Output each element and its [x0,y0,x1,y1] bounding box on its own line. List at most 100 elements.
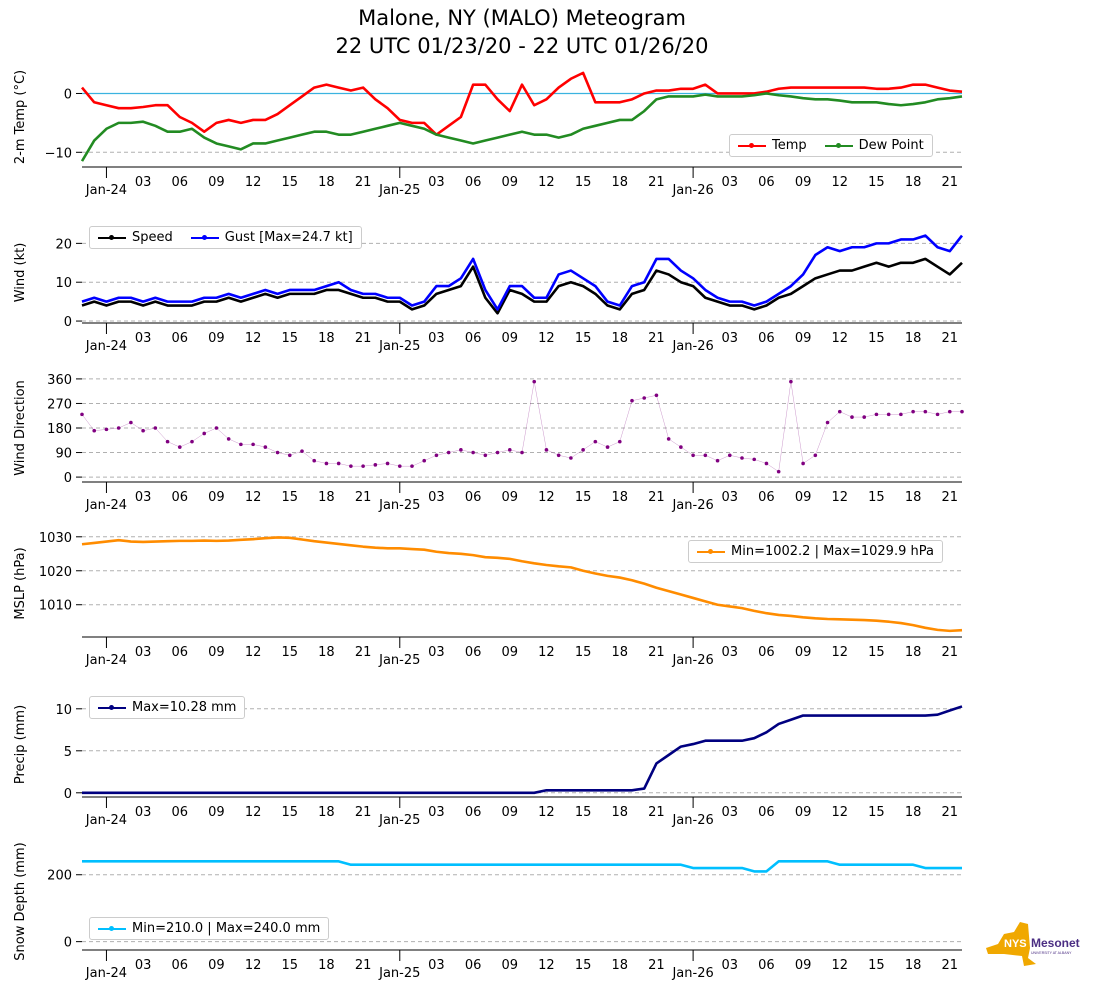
x-tick-label: 09 [208,645,225,660]
panel-0: 0 −10 2-m Temp (°C) Jan-24 03 06 09 12 15 18 21 Jan… [13,70,963,198]
legend-swatch-temp [738,142,766,148]
x-tick-label: 21 [942,175,959,190]
y-axis-label: 2-m Temp (°C) [13,70,28,164]
x-tick-label: 06 [465,490,482,505]
data-point [666,437,671,441]
data-point [569,456,573,460]
x-tick-label: 21 [648,805,665,820]
data-point [104,427,109,432]
data-point [899,412,903,417]
x-tick-label: 21 [942,958,959,973]
x-tick-label: 18 [905,645,922,660]
panel-4: 0 5 10 Precip (mm) Jan-24 03 06 09 12 15 18 21 Jan-2… [13,703,963,828]
data-point [715,458,720,463]
series-line-0 [81,257,963,315]
x-tick-label: 06 [758,958,775,973]
x-tick-label: 21 [648,331,665,346]
legend-label-mslp: Min=1002.2 | Max=1029.9 hPa [731,544,934,559]
x-tick-label: 21 [648,175,665,190]
legend-swatch-precip [98,704,126,710]
x-tick-label: 03 [428,958,445,973]
x-tick-label: 03 [135,490,152,505]
x-tick-label: 03 [428,331,445,346]
x-tick-label: Jan-24 [85,183,127,198]
legend-swatch-gust [190,234,219,240]
x-tick-label: 09 [208,958,225,973]
legend-temp: Temp Dew Point [729,134,933,157]
x-tick-label: 15 [868,175,885,190]
x-tick-label: 12 [832,645,849,660]
x-tick-label: Jan-24 [85,966,127,981]
y-tick-label: 90 [55,447,72,462]
x-tick-label: 18 [318,331,335,346]
x-tick-label: 09 [795,175,812,190]
x-tick-label: 21 [648,645,665,660]
data-point [923,409,928,414]
legend-label-gust: Gust [Max=24.7 kt] [224,230,353,245]
data-point [287,453,292,458]
legend-label-speed: Speed [132,230,173,245]
y-tick-label: 1010 [39,599,72,614]
x-tick-label: 18 [318,805,335,820]
x-tick-label: 12 [538,175,555,190]
data-point [190,439,194,444]
x-tick-label: 12 [538,645,555,660]
data-point [911,409,915,414]
data-point [459,448,463,452]
data-point [251,442,255,447]
x-tick-label: Jan-26 [671,339,713,354]
x-tick-label: 03 [722,805,739,820]
data-point [361,464,365,468]
x-tick-label: 15 [282,805,299,820]
y-tick-label: 10 [55,276,72,291]
legend-swatch-snow [98,925,126,931]
x-tick-label: 18 [318,958,335,973]
x-tick-label: 12 [832,175,849,190]
data-point [495,450,500,455]
x-tick-label: 09 [208,331,225,346]
x-tick-label: 15 [282,645,299,660]
data-point [214,426,219,430]
data-point [764,461,769,466]
x-tick-label: 12 [538,331,555,346]
data-point [92,428,97,433]
chart-title: Malone, NY (MALO) Meteogram [358,6,686,30]
data-point [654,393,659,398]
x-tick-label: 09 [502,331,519,346]
x-tick-label: 03 [135,958,152,973]
x-tick-label: 15 [282,490,299,505]
x-tick-label: Jan-24 [85,339,127,354]
x-tick-label: 18 [612,645,629,660]
x-tick-label: 06 [465,175,482,190]
y-tick-label: 1020 [39,565,72,580]
x-tick-label: 18 [612,490,629,505]
x-tick-label: 12 [245,490,262,505]
y-tick-label: 10 [55,703,72,718]
series-line-0 [81,71,963,136]
data-point [886,412,891,417]
panel-5: 0 200 Snow Depth (mm) Jan-24 03 06 09 12 15 18 21 J… [13,842,962,981]
x-tick-label: 21 [648,958,665,973]
series-line [81,381,962,472]
x-tick-label: 15 [282,958,299,973]
data-point [960,409,964,414]
x-tick-label: 21 [942,490,959,505]
panel-3: 1010 1020 1030 MSLP (hPa) Jan-24 03 06 09 12 15 18… [13,531,963,668]
x-tick-label: 06 [758,490,775,505]
x-tick-label: 06 [465,645,482,660]
y-tick-label: 1030 [39,531,72,546]
data-point [801,461,805,466]
data-point [581,448,585,452]
data-point [385,461,390,466]
svg-text:Mesonet: Mesonet [1031,936,1080,950]
data-point [239,442,243,447]
x-tick-label: 15 [282,331,299,346]
x-tick-label: 06 [172,490,189,505]
x-tick-label: Jan-25 [378,183,420,198]
x-tick-label: 15 [575,805,592,820]
data-point [483,453,488,458]
x-tick-label: 03 [135,331,152,346]
legend-mslp: Min=1002.2 | Max=1029.9 hPa [688,540,943,563]
